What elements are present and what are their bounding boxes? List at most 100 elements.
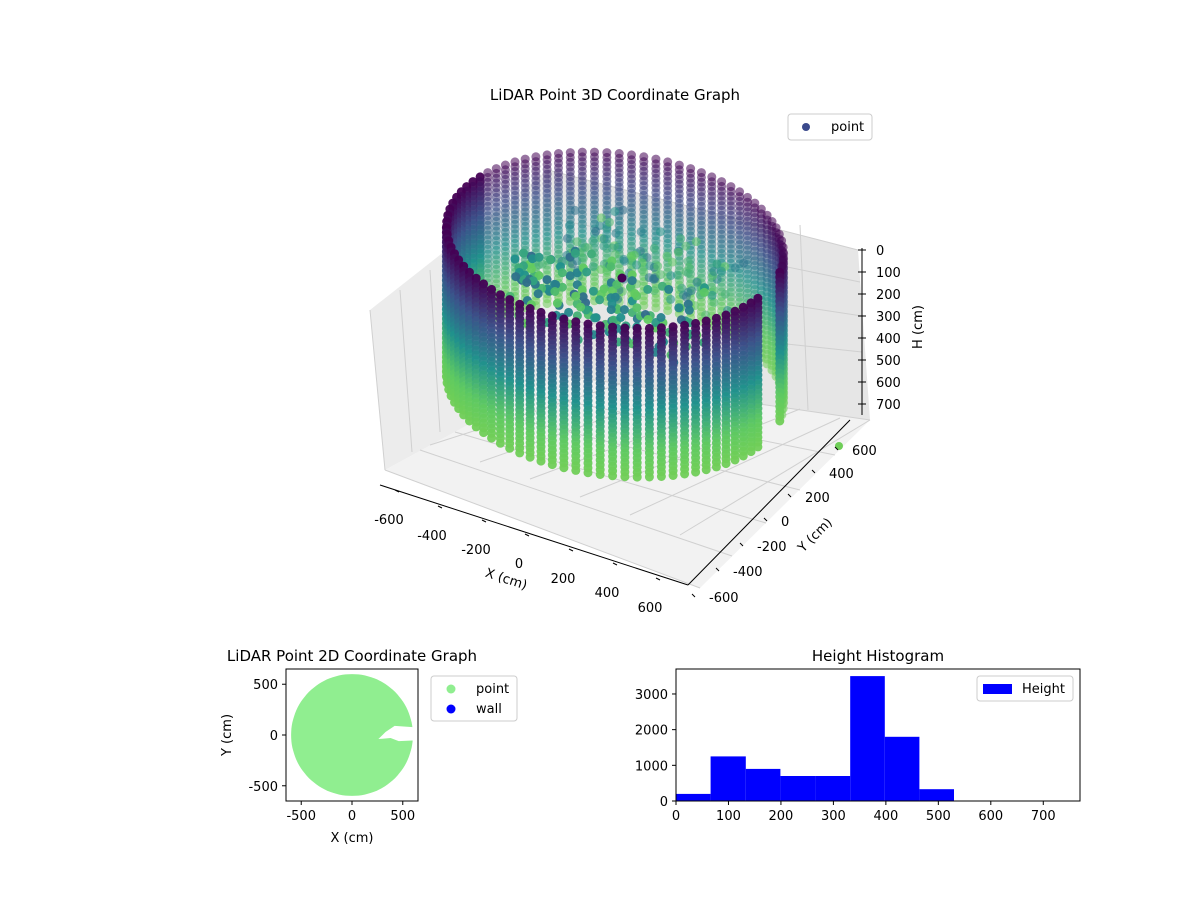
point-3d xyxy=(572,237,582,247)
point-3d xyxy=(692,277,702,287)
point-3d xyxy=(572,268,582,278)
point-3d xyxy=(619,305,629,315)
point-3d xyxy=(686,286,696,296)
plot-histogram: Height Histogram 0 100 200 300 400 500 600 7000… xyxy=(635,647,1081,824)
y-tick-label: 200 xyxy=(805,491,830,506)
z-tick-label: 600 xyxy=(876,376,901,391)
point-3d xyxy=(716,266,726,276)
ticks-3d: -600 -400 -200 0 200 400 600 -600 -400 -200 0 200 40… xyxy=(374,244,901,616)
histogram-bar xyxy=(884,736,920,801)
x-tick-mark xyxy=(568,548,574,552)
y2d-tick-label: -500 xyxy=(248,780,278,795)
hist-x-tick-label: 0 xyxy=(672,809,680,824)
hist-x-tick-label: 500 xyxy=(926,809,951,824)
point-3d xyxy=(668,471,678,480)
point-3d xyxy=(576,302,586,312)
point-3d xyxy=(565,221,574,231)
point-3d-outlier xyxy=(835,442,843,450)
legend-histogram-swatch xyxy=(983,684,1012,694)
y-tick-mark xyxy=(763,517,768,522)
histogram-bar xyxy=(815,776,851,801)
point-3d xyxy=(619,256,629,266)
ticks-2d: -500 -500 0 0 500 500 xyxy=(248,678,415,824)
point-3d xyxy=(587,249,596,259)
y2d-tick-label: 500 xyxy=(253,678,278,693)
y-axis-line xyxy=(687,419,851,586)
point-3d xyxy=(674,303,684,313)
point-3d xyxy=(677,283,687,293)
x2d-tick-label: -500 xyxy=(286,809,316,824)
point-3d xyxy=(663,306,673,316)
point-3d xyxy=(570,248,580,258)
point-3d xyxy=(557,268,567,278)
point-3d xyxy=(542,299,552,309)
point-3d xyxy=(627,276,637,286)
legend-histogram-label: Height xyxy=(1022,682,1065,697)
point-3d xyxy=(582,267,592,277)
y2d-tick-label: 0 xyxy=(270,729,278,744)
hist-x-tick-label: 600 xyxy=(978,809,1003,824)
point-3d xyxy=(699,287,709,297)
y-tick-mark xyxy=(715,567,720,572)
point-3d xyxy=(672,270,682,280)
point-3d xyxy=(683,268,693,278)
point-3d xyxy=(571,465,581,475)
point-3d xyxy=(534,252,544,262)
point-3d xyxy=(775,416,785,426)
point-3d xyxy=(610,207,620,216)
point-3d xyxy=(564,307,574,317)
legend-2d-point-marker xyxy=(446,684,456,694)
point-3d xyxy=(536,456,546,466)
legend-histogram: Height xyxy=(976,675,1074,702)
legend-2d-wall-label: wall xyxy=(476,702,502,717)
plot-2d-area xyxy=(291,674,418,796)
point-3d xyxy=(632,303,642,313)
point-3d xyxy=(606,305,616,315)
point-3d xyxy=(684,305,694,315)
point-3d xyxy=(487,433,497,443)
y-tick-mark xyxy=(691,593,696,598)
point-3d xyxy=(609,315,618,325)
point-3d xyxy=(711,462,721,472)
point-3d xyxy=(465,416,474,426)
y-tick-label: 400 xyxy=(829,467,854,482)
point-3d xyxy=(511,272,521,282)
point-3d xyxy=(651,303,661,313)
legend-3d-label: point xyxy=(831,120,864,135)
point-3d xyxy=(730,263,740,273)
point-3d xyxy=(583,468,593,478)
y-tick-mark xyxy=(787,493,792,498)
point-3d xyxy=(709,297,719,307)
point-3d xyxy=(701,465,711,475)
point-3d xyxy=(577,285,587,295)
point-3d xyxy=(588,262,598,271)
y-tick-label: -600 xyxy=(709,591,739,606)
hist-y-tick-label: 2000 xyxy=(635,724,668,739)
point-3d xyxy=(707,290,717,300)
point-3d xyxy=(479,428,489,438)
point-scatter-notch xyxy=(378,725,418,742)
point-3d xyxy=(739,258,749,268)
point-3d xyxy=(620,472,630,482)
hist-x-tick-label: 100 xyxy=(716,809,741,824)
x-tick-label: 400 xyxy=(595,586,620,601)
point-3d xyxy=(551,280,561,290)
histogram-ticks: 0 100 200 300 400 500 600 700 0 1000 2000 3000 xyxy=(635,688,1056,824)
point-3d xyxy=(542,275,552,285)
point-3d xyxy=(571,291,581,301)
point-3d xyxy=(518,248,528,258)
x-tick-label: 0 xyxy=(515,557,523,572)
point-3d xyxy=(557,282,567,292)
point-3d xyxy=(666,271,676,281)
point-3d xyxy=(605,217,614,227)
point-3d xyxy=(559,463,569,473)
x-tick-mark xyxy=(481,519,487,523)
point-3d xyxy=(606,262,616,272)
z-tick-label: 200 xyxy=(876,288,901,303)
point-3d xyxy=(533,289,543,299)
point-3d xyxy=(595,295,605,305)
x-tick-label: -200 xyxy=(461,543,491,558)
point-3d xyxy=(599,234,609,244)
histogram-bar xyxy=(850,676,885,801)
point-3d xyxy=(753,442,763,452)
